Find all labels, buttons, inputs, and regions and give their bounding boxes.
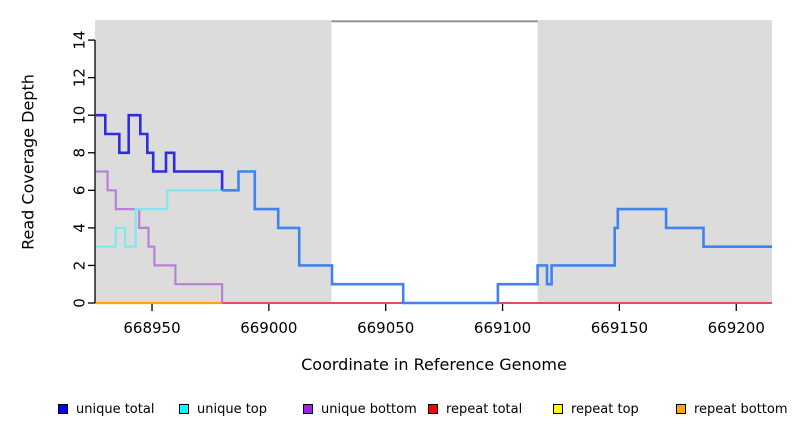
- series-unique-top: [95, 189, 223, 248]
- y-axis-title: Read Coverage Depth: [18, 74, 38, 250]
- y-tick-label: 12: [71, 68, 89, 87]
- y-tick-label: 8: [71, 148, 89, 158]
- x-tick-label: 669150: [591, 319, 648, 337]
- unshaded-region-mid: [331, 20, 538, 303]
- series-total-coverage: [222, 170, 772, 305]
- shaded-region-right: [537, 20, 772, 303]
- y-tick-label: 10: [71, 106, 89, 125]
- x-tick-label: 669100: [474, 319, 531, 337]
- x-axis-title: Coordinate in Reference Genome: [301, 355, 567, 374]
- y-tick-label: 2: [71, 261, 89, 271]
- x-tick-label: 669050: [357, 319, 414, 337]
- shaded-region-left: [95, 20, 332, 303]
- y-tick-label: 6: [71, 186, 89, 196]
- x-tick-label: 668950: [123, 319, 180, 337]
- x-tick-label: 669200: [708, 319, 765, 337]
- series-unique-bottom: [95, 170, 224, 303]
- y-tick-label: 0: [71, 298, 89, 308]
- series-unique-total: [95, 113, 224, 191]
- y-tick-label: 4: [71, 223, 89, 233]
- x-tick-label: 669000: [240, 319, 297, 337]
- y-tick-label: 14: [71, 31, 89, 50]
